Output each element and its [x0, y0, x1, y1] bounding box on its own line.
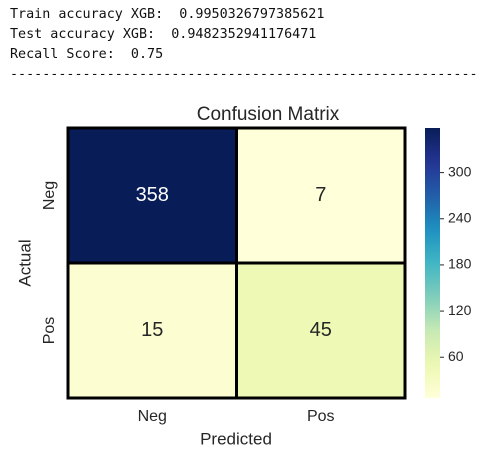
- y-axis-label: Actual: [15, 239, 34, 286]
- x-tick-label: Pos: [307, 408, 335, 425]
- cell-label: 45: [310, 319, 332, 341]
- output-line: Train accuracy XGB: 0.9950326797385621: [10, 7, 325, 22]
- colorbar: [425, 128, 440, 398]
- cell: [68, 128, 237, 263]
- output-line: Test accuracy XGB: 0.9482352941176471: [10, 27, 317, 42]
- colorbar-tick-label: 240: [448, 209, 472, 225]
- chart-title: Confusion Matrix: [197, 104, 340, 125]
- output: Train accuracy XGB: 0.9950326797385621 Te…: [10, 5, 490, 85]
- cell: [236, 128, 405, 263]
- cell: [236, 263, 405, 398]
- output-line: Recall Score: 0.75: [10, 47, 164, 62]
- colorbar-tick-label: 60: [448, 348, 464, 364]
- cell-label: 7: [315, 184, 326, 206]
- colorbar-tick-label: 180: [448, 256, 472, 272]
- cell-label: 15: [141, 319, 163, 341]
- colorbar-tick-label: 300: [448, 163, 472, 179]
- cell-label: 358: [136, 184, 169, 206]
- output-line: ----------------------------------------…: [10, 67, 478, 82]
- y-tick-label: Pos: [41, 317, 58, 345]
- x-axis-label: Predicted: [200, 429, 272, 448]
- matrix-border: [66, 126, 407, 400]
- colorbar-tick-label: 120: [448, 302, 472, 318]
- y-tick-label: Neg: [41, 181, 58, 210]
- cell: [68, 263, 237, 398]
- x-tick-label: Neg: [138, 408, 167, 425]
